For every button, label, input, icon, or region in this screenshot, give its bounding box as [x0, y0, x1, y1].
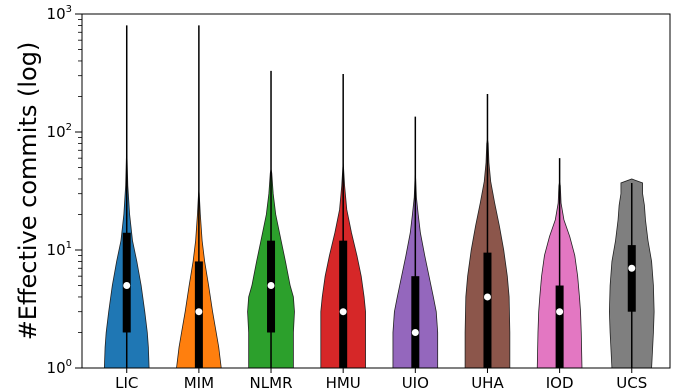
- y-tick-base: 10: [47, 359, 66, 377]
- violin-median-point: [340, 308, 347, 315]
- y-tick-base: 10: [47, 241, 66, 259]
- x-axis: LIC MIM NLMR HMU UIO UHA IOD UCS: [115, 368, 647, 390]
- x-tick-label: HMU: [326, 374, 361, 390]
- violin-nlmr: [248, 71, 295, 368]
- violin-median-point: [412, 329, 419, 336]
- y-tick-label: 103: [47, 4, 72, 23]
- violin-iqr-box: [339, 241, 347, 368]
- violin-median-point: [268, 282, 275, 289]
- violin-ucs: [609, 179, 654, 368]
- x-tick-label: UIO: [402, 374, 429, 390]
- y-tick-exponent: 0: [66, 358, 72, 369]
- y-tick-label: 101: [47, 240, 72, 259]
- violin-median-point: [628, 265, 635, 272]
- y-tick-exponent: 3: [66, 4, 72, 15]
- violin-lic: [104, 25, 149, 368]
- x-tick-label: IOD: [546, 374, 574, 390]
- plot-frame: [82, 14, 670, 368]
- violin-iqr-box: [483, 253, 491, 368]
- y-tick-base: 10: [47, 123, 66, 141]
- violin-iqr-box: [628, 245, 636, 312]
- y-tick-base: 10: [47, 5, 66, 23]
- violin-median-point: [195, 308, 202, 315]
- y-tick-exponent: 1: [66, 240, 72, 251]
- y-tick-label: 100: [47, 358, 72, 377]
- violin-median-point: [123, 282, 130, 289]
- y-tick-label: 102: [47, 122, 72, 141]
- violin-median-point: [484, 293, 491, 300]
- x-tick-label: MIM: [184, 374, 214, 390]
- violin-uio: [393, 117, 438, 368]
- x-tick-label: UHA: [471, 374, 504, 390]
- y-axis-label: #Effective commits (log): [14, 42, 42, 341]
- violin-iqr-box: [411, 276, 419, 368]
- violin-iod: [537, 158, 582, 368]
- violins-layer: [104, 25, 654, 368]
- x-tick-label: LIC: [115, 374, 138, 390]
- x-tick-label: NLMR: [250, 374, 293, 390]
- violin-median-point: [556, 308, 563, 315]
- violin-uha: [465, 94, 510, 368]
- violin-iqr-box: [556, 286, 564, 368]
- violin-mim: [177, 25, 222, 368]
- x-tick-label: UCS: [616, 374, 647, 390]
- violin-hmu: [321, 74, 366, 368]
- y-tick-exponent: 2: [66, 122, 72, 133]
